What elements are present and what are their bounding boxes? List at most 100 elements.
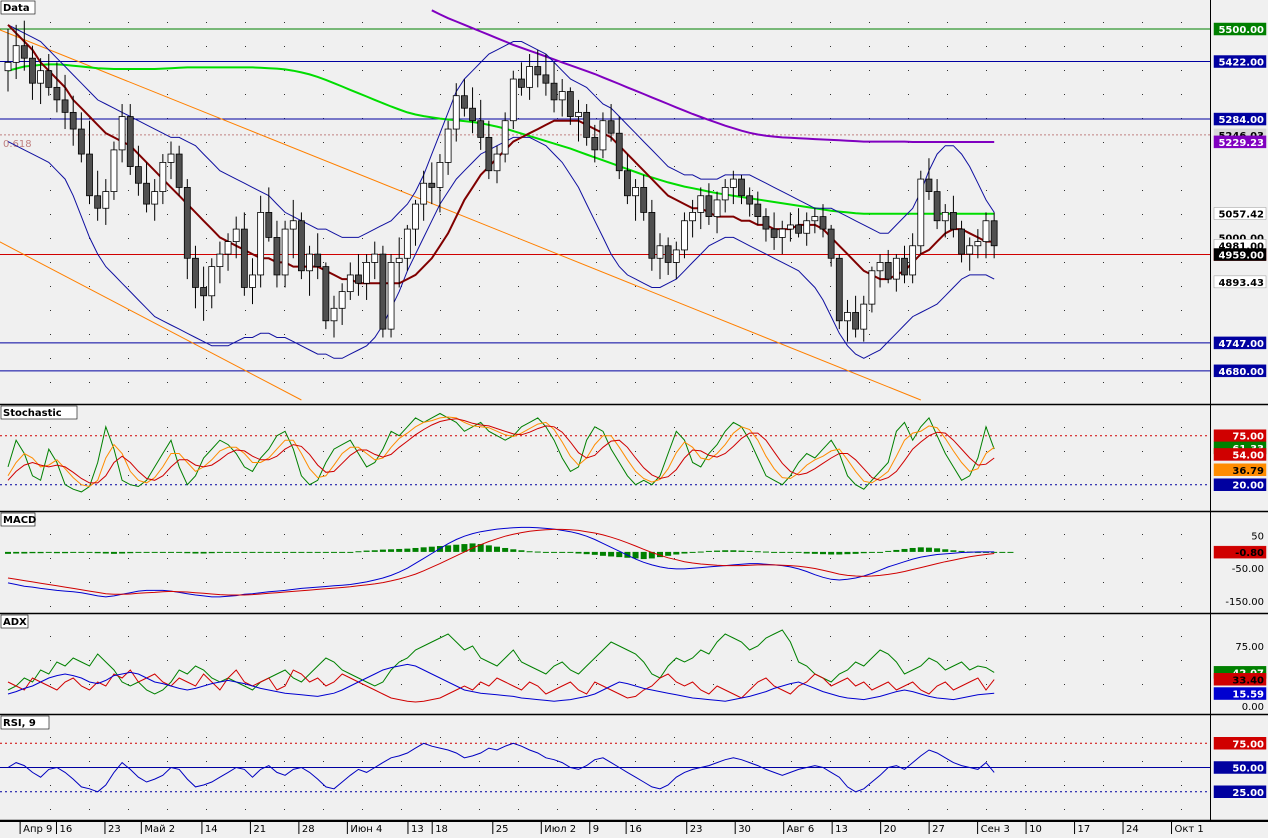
grid-dot <box>674 499 675 500</box>
macd-signal-line <box>7 528 995 596</box>
grid-dot <box>323 475 324 476</box>
grid-dot <box>908 499 909 500</box>
grid-dot <box>50 262 51 263</box>
candle <box>346 262 354 300</box>
grid-dot <box>713 46 714 47</box>
candle-body <box>12 45 20 63</box>
grid-dot <box>557 558 558 559</box>
grid-dot <box>1142 606 1143 607</box>
grid-dot <box>791 70 792 71</box>
candle <box>558 79 566 117</box>
grid-dot <box>908 238 909 239</box>
candle-body <box>550 82 558 101</box>
grid-dot <box>986 737 987 738</box>
grid-dot <box>908 809 909 810</box>
grid-dot <box>167 451 168 452</box>
price-badge: 4959.00 <box>1213 248 1267 262</box>
grid-dot <box>1181 214 1182 215</box>
grid-dot <box>323 636 324 637</box>
grid-dot <box>245 684 246 685</box>
candle-body <box>787 224 794 230</box>
grid-dot <box>284 475 285 476</box>
candle-body <box>868 270 876 305</box>
grid-dot <box>557 451 558 452</box>
rsi-badge-75-label: 75.00 <box>1232 739 1264 750</box>
candle-body <box>77 128 85 155</box>
macd-histogram-bar <box>53 551 60 554</box>
grid-dot <box>167 46 168 47</box>
grid-dot <box>752 534 753 535</box>
grid-dot <box>323 499 324 500</box>
grid-dot <box>362 761 363 762</box>
grid-dot <box>674 166 675 167</box>
candle <box>876 254 884 288</box>
grid-dot <box>206 166 207 167</box>
macd-histogram-bar <box>689 551 696 553</box>
candle-body <box>852 312 859 330</box>
candle <box>624 154 631 205</box>
grid-dot <box>986 761 987 762</box>
grid-dot <box>1025 334 1026 335</box>
grid-dot <box>1142 636 1143 637</box>
grid-dot <box>635 636 636 637</box>
grid-dot <box>440 94 441 95</box>
candle-body <box>917 178 925 247</box>
grid-dot <box>362 166 363 167</box>
candle <box>183 179 191 280</box>
grid-dot <box>401 427 402 428</box>
grid-dot <box>557 636 558 637</box>
x-axis-tick-label: 23 <box>108 824 121 834</box>
grid-dot <box>947 334 948 335</box>
grid-dot <box>284 534 285 535</box>
grid-dot <box>245 22 246 23</box>
grid-dot <box>128 660 129 661</box>
grid-dot <box>596 382 597 383</box>
candle <box>958 220 965 263</box>
grid-dot <box>557 737 558 738</box>
candle <box>803 212 811 246</box>
grid-dot <box>596 238 597 239</box>
grid-dot <box>830 382 831 383</box>
grid-dot <box>1103 46 1104 47</box>
grid-dot <box>440 238 441 239</box>
grid-dot <box>1064 499 1065 500</box>
macd-histogram-bar <box>461 544 468 552</box>
candle <box>778 220 786 255</box>
grid-dot <box>713 94 714 95</box>
price-badge-label: 5229.23 <box>1218 138 1264 149</box>
grid-dot <box>1142 582 1143 583</box>
grid-dot <box>869 310 870 311</box>
candle <box>20 20 28 71</box>
grid-dot <box>1181 499 1182 500</box>
grid-dot <box>596 94 597 95</box>
candle-body <box>566 91 574 117</box>
grid-dot <box>947 475 948 476</box>
grid-dot <box>947 382 948 383</box>
macd-histogram-bar <box>909 547 916 552</box>
macd-histogram-bar <box>404 548 411 552</box>
price-badge-label: 4981.00 <box>1218 241 1264 252</box>
grid-dot <box>1064 262 1065 263</box>
candle-body <box>4 61 12 72</box>
grid-dot <box>167 427 168 428</box>
grid-dot <box>1025 660 1026 661</box>
stoch-badge-d-label: 54.00 <box>1232 450 1264 461</box>
grid-dot <box>752 558 753 559</box>
candle-body <box>632 187 639 197</box>
price-level-badge-box <box>1213 364 1267 378</box>
grid-dot <box>167 785 168 786</box>
grid-dot <box>401 684 402 685</box>
grid-dot <box>518 558 519 559</box>
grid-dot <box>1181 427 1182 428</box>
macd-histogram-bar <box>257 551 264 553</box>
grid-dot <box>401 142 402 143</box>
price-badge: 4893.43 <box>1213 275 1267 289</box>
grid-dot <box>362 286 363 287</box>
grid-dot <box>167 310 168 311</box>
grid-dot <box>284 451 285 452</box>
grid-dot <box>1142 737 1143 738</box>
grid-dot <box>440 582 441 583</box>
candle-body <box>45 70 53 88</box>
candle <box>460 79 468 117</box>
